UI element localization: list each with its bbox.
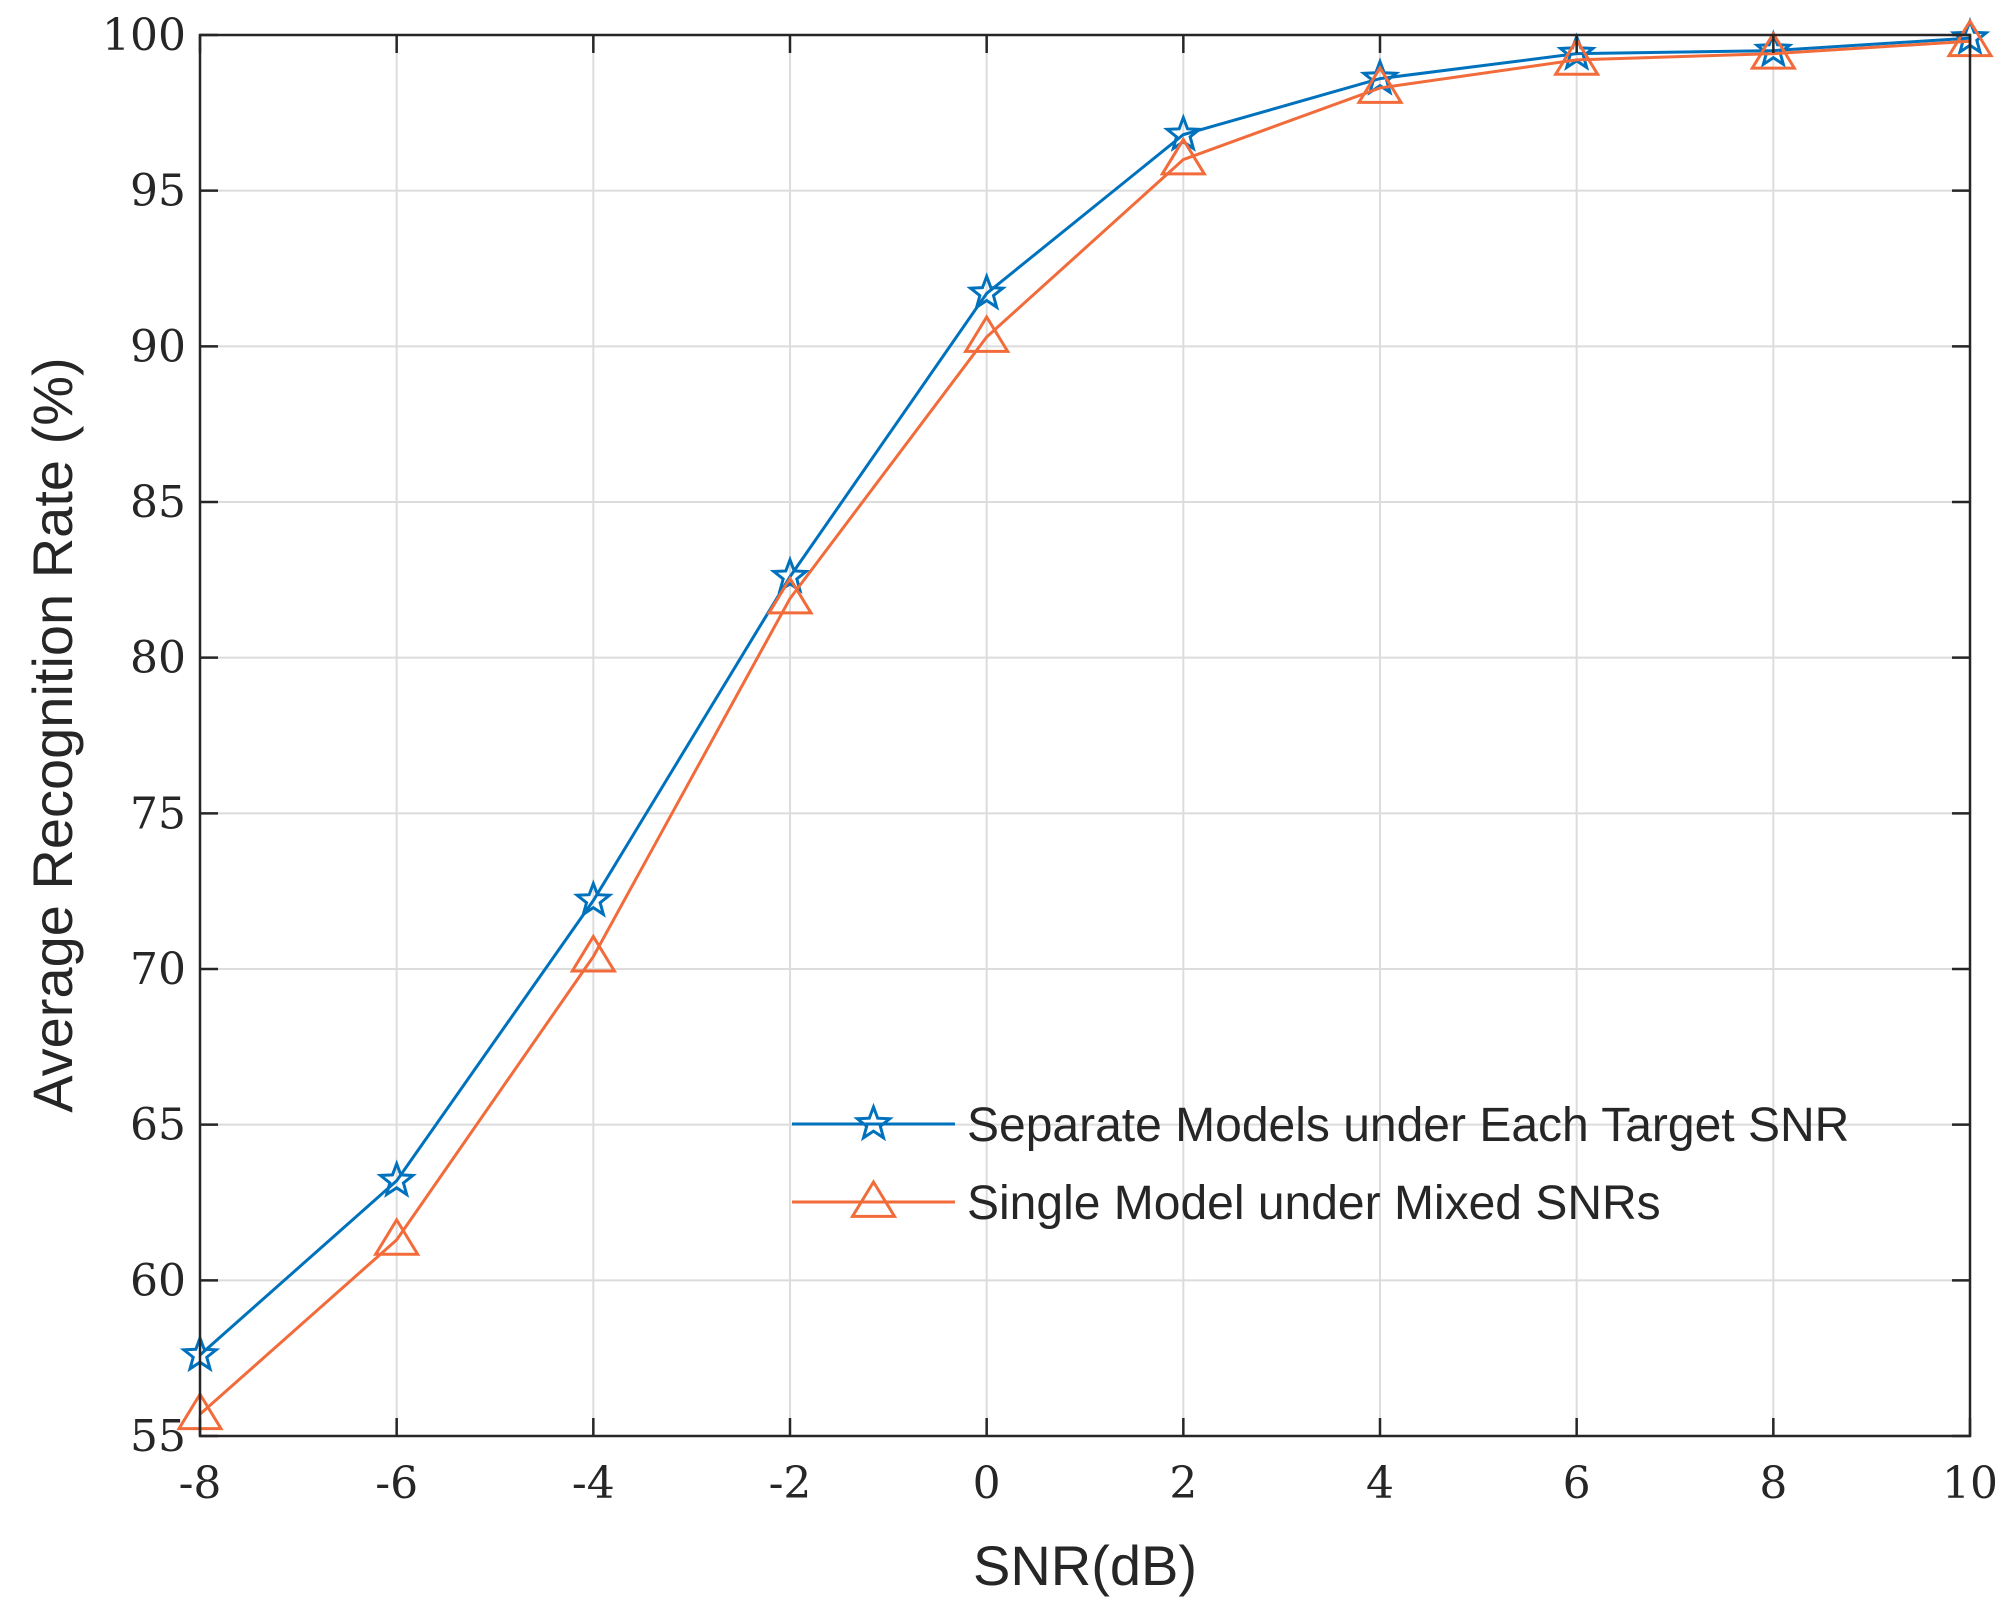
- y-tick-label: 75: [130, 788, 186, 839]
- series-line: [199, 39, 1971, 1416]
- y-tick-label: 85: [130, 477, 186, 528]
- plot-background: [200, 35, 1970, 1436]
- x-tick-label: 2: [1169, 1458, 1197, 1509]
- legend-item: Separate Models under Each Target SNR: [792, 1099, 1849, 1152]
- data-point-marker: [962, 314, 1011, 353]
- data-point-marker: [1359, 57, 1401, 96]
- data-point-marker: [573, 879, 614, 918]
- legend-marker: [849, 1179, 898, 1218]
- plot-frame: [198, 33, 1972, 1438]
- y-tick-label: 80: [130, 633, 186, 684]
- x-tick-label: -6: [375, 1458, 418, 1509]
- data-point-marker: [769, 555, 811, 594]
- x-tick-label: 0: [973, 1458, 1001, 1509]
- x-tick-label: -8: [179, 1458, 222, 1509]
- y-tick-label: 55: [130, 1411, 186, 1462]
- data-point-marker: [1356, 65, 1404, 104]
- x-tick-label: 10: [1942, 1458, 1998, 1509]
- series-line: [199, 36, 1971, 1357]
- y-tick-label: 65: [130, 1100, 186, 1151]
- y-tick-label: 95: [130, 166, 186, 217]
- y-tick-label: 70: [130, 944, 186, 995]
- x-tick-label: 8: [1759, 1458, 1787, 1509]
- x-tick-label: -4: [572, 1458, 615, 1509]
- data-point-marker: [966, 272, 1007, 311]
- y-axis-title: Average Recognition Rate (%): [21, 357, 84, 1112]
- data-point-marker: [372, 1216, 421, 1256]
- series-2: [176, 18, 1994, 1431]
- legend-label: Separate Models under Each Target SNR: [967, 1099, 1849, 1152]
- y-tick-label: 90: [130, 321, 186, 372]
- data-point-marker: [1552, 37, 1601, 76]
- legend-label: Single Model under Mixed SNRs: [967, 1177, 1661, 1230]
- legend-marker: [853, 1102, 894, 1142]
- y-tick-label: 60: [130, 1255, 186, 1306]
- x-tick-label: -2: [769, 1458, 812, 1509]
- data-point-marker: [1749, 30, 1798, 70]
- legend: Separate Models under Each Target SNR Sin…: [792, 1099, 1849, 1230]
- x-tick-label: 6: [1563, 1458, 1591, 1509]
- data-point-marker: [376, 1159, 417, 1198]
- data-point-marker: [1753, 29, 1794, 68]
- x-axis-title: SNR(dB): [973, 1534, 1197, 1597]
- data-point-marker: [766, 575, 814, 615]
- x-tick-label: 4: [1366, 1458, 1394, 1509]
- legend-item: Single Model under Mixed SNRs: [792, 1177, 1661, 1230]
- data-point-marker: [569, 933, 618, 973]
- y-tick-label: 100: [102, 10, 186, 61]
- data-point-marker: [1159, 136, 1208, 176]
- axis-ticks: -8 -6 -4 -2 0 2 4 6 8 10 55 60 65 70 75 80 85 90 95 100: [102, 10, 1998, 1509]
